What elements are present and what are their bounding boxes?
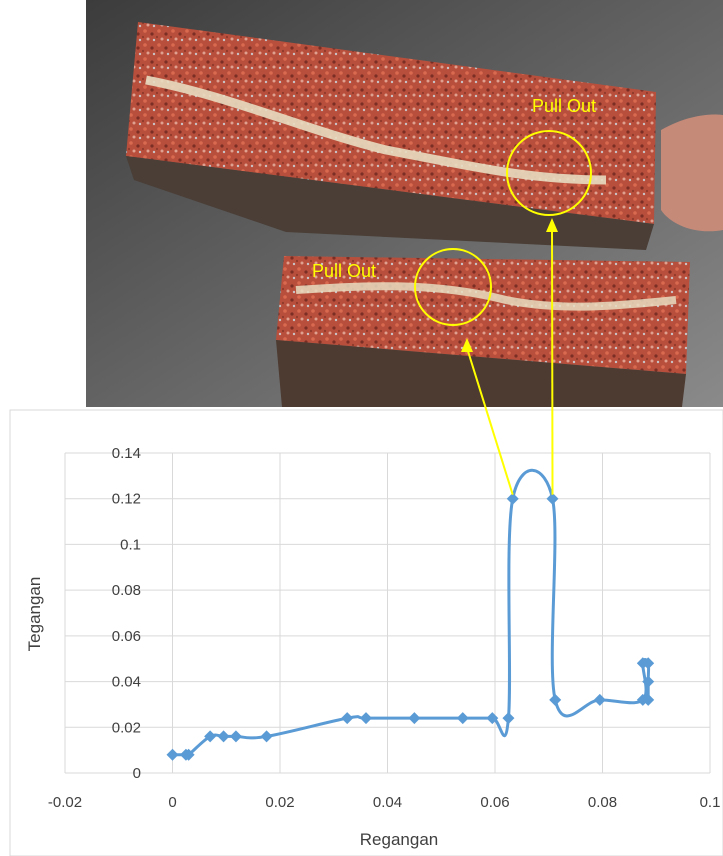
x-tick-label: 0.02 [265, 794, 294, 811]
y-tick-label: 0.08 [112, 582, 141, 599]
x-tick-label: 0 [168, 794, 176, 811]
y-tick-label: 0.12 [112, 491, 141, 508]
data-point-marker [166, 748, 179, 761]
photo-arrow-line [466, 347, 514, 496]
data-point-marker [486, 712, 499, 725]
top-fiber [145, 75, 607, 185]
data-point-marker [502, 712, 515, 725]
y-tick-label: 0.04 [112, 674, 141, 691]
bottom-fiber [295, 282, 677, 311]
x-tick-label: 0.1 [700, 794, 721, 811]
y-tick-label: 0 [133, 765, 141, 782]
y-tick-labels: 0 0.02 0.04 0.06 0.08 0.1 0.12 0.14 [112, 445, 141, 782]
photo-arrow-line [551, 227, 554, 495]
data-point-marker [546, 492, 559, 505]
data-point-marker [549, 693, 562, 706]
data-point-marker [360, 712, 372, 725]
data-point-marker [593, 693, 606, 706]
pull-out-label-top: Pull Out [532, 96, 596, 116]
series-markers [166, 492, 655, 761]
pull-out-circle-bottom [414, 248, 492, 326]
x-axis-label: Regangan [360, 830, 438, 849]
data-point-marker [260, 730, 273, 743]
data-point-marker [456, 712, 469, 725]
finger [661, 114, 723, 232]
specimen-photo: Pull Out Pull Out [86, 0, 723, 407]
data-point-marker [642, 675, 655, 688]
data-point-marker [341, 712, 354, 725]
x-tick-labels: -0.02 0 0.02 0.04 0.06 0.08 0.1 [48, 794, 721, 811]
y-tick-label: 0.1 [120, 536, 141, 553]
x-tick-label: -0.02 [48, 794, 82, 811]
x-tick-label: 0.06 [480, 794, 509, 811]
data-point-marker [642, 657, 655, 670]
bottom-specimen-side [276, 340, 686, 407]
grid [64, 452, 711, 774]
chart-frame [9, 409, 723, 856]
photo-arrows [461, 218, 558, 496]
series-line [172, 468, 651, 758]
photo-arrow-head [546, 218, 558, 232]
y-tick-label: 0.02 [112, 719, 141, 736]
x-tick-label: 0.04 [373, 794, 402, 811]
y-tick-label: 0.14 [112, 445, 141, 462]
data-point-marker [182, 748, 195, 761]
x-tick-label: 0.08 [588, 794, 617, 811]
data-point-marker [204, 730, 217, 743]
data-point-marker [408, 712, 421, 725]
pull-out-circle-top [506, 130, 592, 216]
top-specimen-side [126, 156, 654, 250]
pull-out-label-bottom: Pull Out [312, 261, 376, 281]
data-point-marker [506, 492, 519, 505]
y-tick-label: 0.06 [112, 628, 141, 645]
data-point-marker [642, 693, 655, 706]
data-point-marker [217, 730, 230, 743]
photo-arrow-head [461, 338, 473, 352]
y-axis-label: Tegangan [25, 577, 44, 652]
data-point-marker [229, 730, 242, 743]
